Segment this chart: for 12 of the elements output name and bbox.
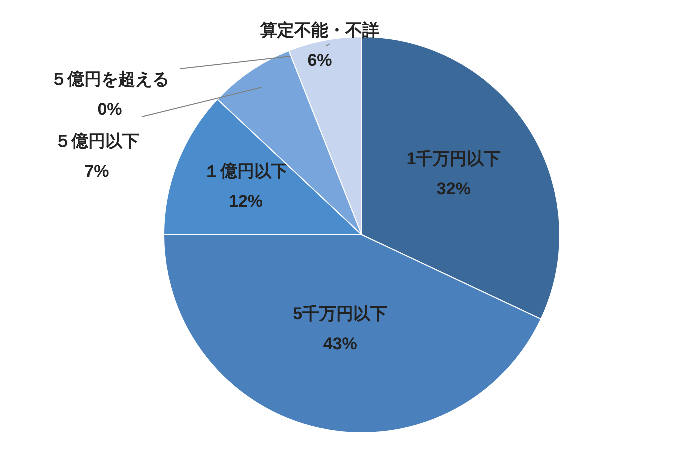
- slice-label: 5千万円以下: [293, 304, 388, 324]
- data-label: 43%: [323, 334, 358, 354]
- data-label: 7%: [84, 162, 110, 181]
- data-label: 12%: [229, 192, 264, 212]
- data-label: 6%: [308, 51, 332, 70]
- data-label: 32%: [436, 180, 471, 199]
- slice-label: 算定不能・不詳: [260, 21, 380, 40]
- text: 0%: [98, 100, 122, 119]
- category-label: ５億円を超える: [50, 70, 170, 89]
- slice-label: １億円以下: [204, 162, 289, 182]
- slice-label: ５億円以下: [54, 132, 140, 151]
- slice-label: 1千万円以下: [406, 150, 502, 169]
